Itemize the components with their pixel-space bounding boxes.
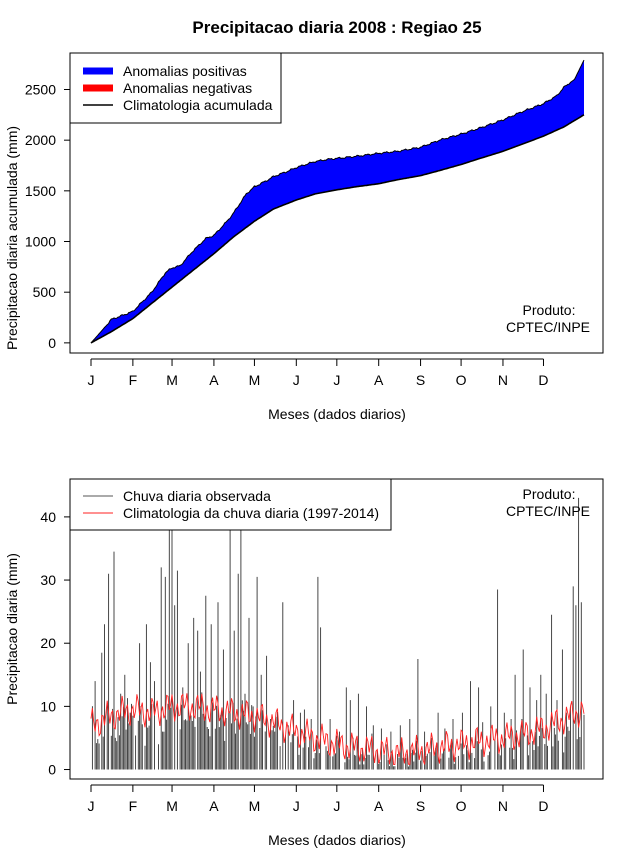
climatology-cumulative-line <box>90 114 585 344</box>
daily-y-tick-label: 10 <box>40 698 56 714</box>
daily-x-tick-label: J <box>293 798 300 814</box>
credit-line-2: CPTEC/INPE <box>506 503 590 519</box>
figure-title: Precipitacao diaria 2008 : Regiao 25 <box>192 18 481 37</box>
cumulative-x-tick-label: J <box>88 372 95 388</box>
daily-y-tick-label: 30 <box>40 572 56 588</box>
daily-x-tick-label: A <box>209 798 219 814</box>
cumulative-y-tick-label: 2000 <box>25 132 56 148</box>
daily-x-tick-label: N <box>498 798 508 814</box>
cumulative-x-tick-label: S <box>416 372 425 388</box>
daily-x-axis-title: Meses (dados diarios) <box>268 832 406 848</box>
legend-label-climatology: Climatologia acumulada <box>123 97 273 113</box>
legend-label-negative: Anomalias negativas <box>123 80 252 96</box>
daily-x-tick-label: J <box>333 798 340 814</box>
daily-x-tick-label: F <box>129 798 138 814</box>
cumulative-x-tick-label: A <box>374 372 384 388</box>
cumulative-plot-frame <box>69 52 604 354</box>
daily-y-tick-label: 0 <box>48 762 56 778</box>
cumulative-x-tick-label: M <box>249 372 261 388</box>
cumulative-chart: 0 500 1000 1500 2000 2500 J F M A M J J A S O N D Precip… <box>4 52 604 422</box>
daily-x-tick-label: S <box>416 798 425 814</box>
cumulative-x-tick-label: A <box>209 372 219 388</box>
legend-label-positive: Anomalias positivas <box>123 63 247 79</box>
cumulative-y-tick-label: 1500 <box>25 183 56 199</box>
daily-legend: Chuva diaria observada Climatologia da c… <box>69 478 392 531</box>
daily-x-tick-label: M <box>166 798 178 814</box>
cumulative-legend: Anomalias positivas Anomalias negativas … <box>69 52 282 124</box>
daily-y-axis: 0 10 20 30 40 <box>40 509 70 778</box>
daily-x-tick-label: O <box>456 798 467 814</box>
daily-y-axis-title: Precipitacao diaria (mm) <box>4 553 20 705</box>
daily-climatology-line <box>90 693 585 766</box>
daily-x-tick-label: D <box>538 798 548 814</box>
daily-legend-box <box>69 478 392 531</box>
credit-line-1: Produto: <box>523 302 576 318</box>
cumulative-x-tick-label: M <box>166 372 178 388</box>
daily-climatology-curve <box>90 693 585 766</box>
cumulative-y-tick-label: 500 <box>33 284 57 300</box>
cumulative-y-tick-label: 2500 <box>25 81 56 97</box>
cumulative-y-tick-label: 0 <box>48 335 56 351</box>
cumulative-x-tick-label: F <box>129 372 138 388</box>
cumulative-x-axis-title: Meses (dados diarios) <box>268 406 406 422</box>
cumulative-anomaly-band <box>90 59 585 344</box>
daily-chart: 0 10 20 30 40 J F M A M J J A S O N D Precipitacao diar… <box>4 478 604 848</box>
daily-x-tick-label: J <box>88 798 95 814</box>
cumulative-y-axis: 0 500 1000 1500 2000 2500 <box>25 81 70 351</box>
credit-line-2: CPTEC/INPE <box>506 319 590 335</box>
daily-y-tick-label: 20 <box>40 635 56 651</box>
daily-observed-bars <box>91 497 585 770</box>
cumulative-x-tick-label: D <box>538 372 548 388</box>
legend-label-daily-climatology: Climatologia da chuva diaria (1997-2014) <box>123 505 379 521</box>
cumulative-x-tick-label: J <box>293 372 300 388</box>
daily-x-tick-label: A <box>374 798 384 814</box>
observed-cumulative-line <box>90 59 585 344</box>
cumulative-y-axis-title: Precipitacao diaria acumulada (mm) <box>4 126 20 350</box>
cumulative-x-tick-label: N <box>498 372 508 388</box>
cumulative-x-tick-label: O <box>456 372 467 388</box>
legend-label-observed: Chuva diaria observada <box>123 488 271 504</box>
cumulative-x-tick-label: J <box>333 372 340 388</box>
daily-x-tick-label: M <box>249 798 261 814</box>
daily-y-tick-label: 40 <box>40 509 56 525</box>
cumulative-y-tick-label: 1000 <box>25 234 56 250</box>
credit-line-1: Produto: <box>523 486 576 502</box>
